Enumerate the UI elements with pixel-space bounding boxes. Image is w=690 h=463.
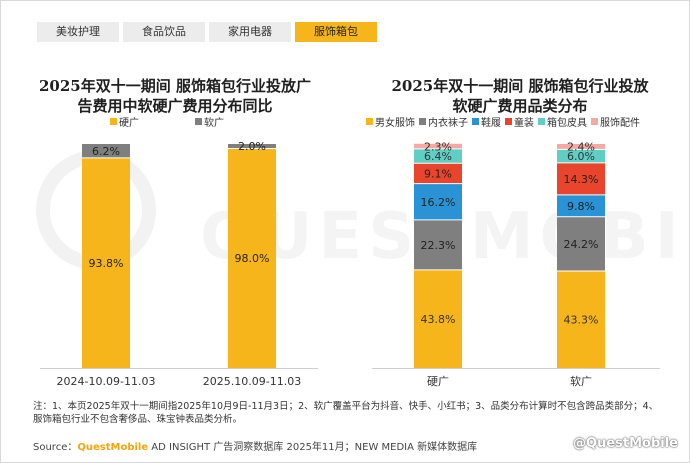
bar-segment [414,163,462,184]
bar-segment [82,144,130,158]
source-rest: AD INSIGHT 广告洞察数据库 2025年11月；NEW MEDIA 新媒… [148,442,478,453]
legend-label: 箱包皮具 [547,118,587,129]
category-label: 2025.10.09-11.03 [203,375,301,388]
bar-segment [557,162,605,195]
legend-item: 内衣袜子 [419,114,468,129]
left-chart-title-line1: 2025年双十一期间 服饰箱包行业投放广 [39,77,311,95]
category-label: 2024-10.09-11.03 [57,375,156,388]
data-label: 98.0% [235,252,270,265]
bar-segment [228,148,276,368]
data-label: 22.3% [421,239,456,252]
legend-label: 男女服饰 [375,118,415,129]
source-prefix: Source： [33,442,78,453]
data-label: 6.0% [567,150,595,163]
left-chart-title: 2025年双十一期间 服饰箱包行业投放广 告费用中软硬广费用分布同比 [25,76,325,116]
data-label: 6.4% [424,150,452,163]
legend-label: 内衣袜子 [428,118,468,129]
brandmark: @QuestMobile [573,436,678,451]
tab-beauty[interactable]: 美妆护理 [37,22,119,42]
footnote: 注：1、本页2025年双十一期间指2025年10月9日-11月3日；2、软广覆盖… [33,401,659,425]
bar-segment [414,269,462,368]
tab-appliances[interactable]: 家用电器 [209,22,291,42]
bar-segment [557,149,605,163]
legend-swatch [419,118,426,125]
data-label: 43.3% [564,314,599,327]
legend-item: 软广 [195,114,224,129]
legend-swatch [366,118,373,125]
legend-label: 硬广 [119,118,139,129]
left-chart-legend: 硬广 软广 [110,114,280,129]
category-label: 软广 [570,374,592,388]
bar-segment [414,143,462,149]
right-chart-title: 2025年双十一期间 服饰箱包行业投放 软硬广费用品类分布 [370,76,670,116]
legend-item: 服饰配件 [591,114,640,129]
legend-label: 软广 [204,118,224,129]
legend-item: 男女服饰 [366,114,415,129]
left-chart-title-line2: 告费用中软硬广费用分布同比 [77,97,273,115]
legend-item: 箱包皮具 [538,114,587,129]
bar-segment [557,271,605,368]
source-line: Source：QuestMobile AD INSIGHT 广告洞察数据库 20… [33,438,477,453]
legend-label: 服饰配件 [600,118,640,129]
legend-swatch [195,118,202,125]
right-chart-title-line1: 2025年双十一期间 服饰箱包行业投放 [391,77,649,95]
legend-label: 童装 [514,118,534,129]
bar-segment [82,157,130,368]
bar-segment [228,144,276,149]
data-label: 24.2% [564,238,599,251]
right-chart-title-line2: 软硬广费用品类分布 [452,97,588,115]
data-label: 9.1% [424,167,452,180]
legend-swatch [472,118,479,125]
source-brand: QuestMobile [77,442,149,453]
legend-item: 硬广 [110,114,139,129]
bar-segment [414,148,462,164]
bar-segment [557,216,605,272]
data-label: 14.3% [564,173,599,186]
right-chart-legend: 男女服饰 内衣袜子 鞋履 童装 箱包皮具 服饰配件 [366,114,644,129]
category-label: 硬广 [427,375,449,388]
tab-food[interactable]: 食品饮品 [123,22,205,42]
data-label: 9.8% [567,200,595,213]
bar-segment [557,144,605,150]
legend-swatch [538,118,545,125]
legend-item: 童装 [505,114,534,129]
data-label: 2.3% [424,140,452,153]
legend-item: 鞋履 [472,114,501,129]
bar-segment [414,183,462,220]
legend-swatch [110,118,117,125]
legend-label: 鞋履 [481,118,501,129]
bar-segment [557,194,605,217]
tab-apparel[interactable]: 服饰箱包 [295,22,377,42]
data-label: 6.2% [92,145,120,158]
legend-swatch [505,118,512,125]
category-tabs: 美妆护理 食品饮品 家用电器 服饰箱包 [37,22,377,42]
legend-swatch [591,118,598,125]
data-label: 2.4% [567,141,595,154]
bar-segment [414,219,462,270]
data-label: 43.8% [421,313,456,326]
data-label: 93.8% [89,257,124,270]
data-label: 2.0% [238,140,266,153]
data-label: 16.2% [421,196,456,209]
